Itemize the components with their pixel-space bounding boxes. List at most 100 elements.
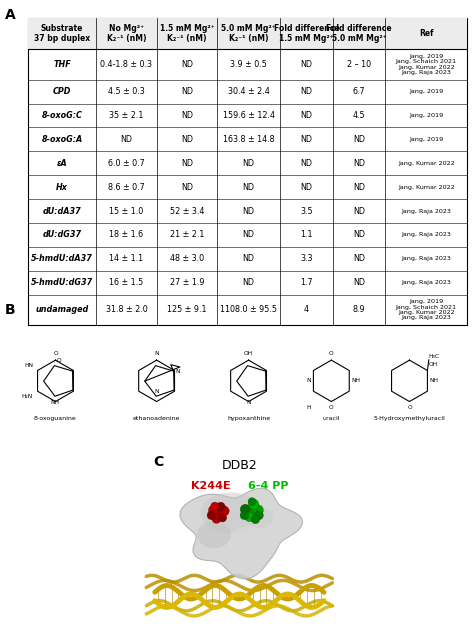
Text: H₃C: H₃C xyxy=(429,354,440,359)
Text: ND: ND xyxy=(301,87,312,96)
Text: O: O xyxy=(57,359,61,364)
Text: 8-oxoguanine: 8-oxoguanine xyxy=(34,416,77,421)
Text: ND: ND xyxy=(353,182,365,192)
Text: ND: ND xyxy=(301,159,312,168)
Text: ND: ND xyxy=(120,135,132,144)
Text: ND: ND xyxy=(243,206,255,216)
Text: 5-hmdU:dA37: 5-hmdU:dA37 xyxy=(31,254,93,264)
Text: OH: OH xyxy=(244,352,253,357)
Text: N: N xyxy=(246,400,250,405)
Text: 4.5 ± 0.3: 4.5 ± 0.3 xyxy=(108,87,145,96)
Circle shape xyxy=(216,502,225,511)
Text: NH: NH xyxy=(430,379,439,383)
Text: 0.4-1.8 ± 0.3: 0.4-1.8 ± 0.3 xyxy=(100,60,153,69)
Text: ND: ND xyxy=(353,230,365,240)
Text: undamaged: undamaged xyxy=(36,305,89,314)
Text: ND: ND xyxy=(243,230,255,240)
Text: εA: εA xyxy=(57,159,67,168)
Text: ND: ND xyxy=(181,60,193,69)
Text: ND: ND xyxy=(353,159,365,168)
Text: H: H xyxy=(307,405,311,410)
Circle shape xyxy=(240,511,249,520)
Text: ND: ND xyxy=(243,182,255,192)
Text: 125 ± 9.1: 125 ± 9.1 xyxy=(167,305,207,314)
Text: 3.5: 3.5 xyxy=(300,206,313,216)
Text: O: O xyxy=(407,405,412,410)
Text: 6-4 PP: 6-4 PP xyxy=(248,481,288,491)
Text: NH: NH xyxy=(51,400,60,405)
Text: 8.9: 8.9 xyxy=(353,305,365,314)
Ellipse shape xyxy=(246,508,273,528)
Text: 1.1: 1.1 xyxy=(301,230,313,240)
Text: 27 ± 1.9: 27 ± 1.9 xyxy=(170,278,204,287)
Text: Jang, Raja 2023: Jang, Raja 2023 xyxy=(401,209,451,214)
Text: uracil: uracil xyxy=(323,416,340,421)
Circle shape xyxy=(253,504,264,516)
Text: 3.9 ± 0.5: 3.9 ± 0.5 xyxy=(230,60,267,69)
Text: 8.6 ± 0.7: 8.6 ± 0.7 xyxy=(108,182,145,192)
Text: Ref: Ref xyxy=(419,29,433,38)
Text: 163.8 ± 14.8: 163.8 ± 14.8 xyxy=(223,135,274,144)
Text: 6.0 ± 0.7: 6.0 ± 0.7 xyxy=(108,159,145,168)
Circle shape xyxy=(245,505,257,517)
Circle shape xyxy=(240,504,250,515)
Text: N: N xyxy=(154,389,158,394)
Ellipse shape xyxy=(201,493,261,533)
Text: 4: 4 xyxy=(304,305,309,314)
Text: 1108.0 ± 95.5: 1108.0 ± 95.5 xyxy=(220,305,277,314)
Text: 30.4 ± 2.4: 30.4 ± 2.4 xyxy=(228,87,270,96)
Text: dU:dA37: dU:dA37 xyxy=(43,206,82,216)
Text: N: N xyxy=(155,352,159,357)
Text: ND: ND xyxy=(353,206,365,216)
Text: N: N xyxy=(307,379,311,383)
Text: 35 ± 2.1: 35 ± 2.1 xyxy=(109,111,144,120)
Text: ND: ND xyxy=(243,159,255,168)
Text: ND: ND xyxy=(353,254,365,264)
Circle shape xyxy=(210,502,219,511)
Text: 4.5: 4.5 xyxy=(353,111,365,120)
Text: 5-hmdU:dG37: 5-hmdU:dG37 xyxy=(31,278,93,287)
Text: Jang, 2019
Jang, Schaich 2021
Jang, Kumar 2022
Jang, Raja 2023: Jang, 2019 Jang, Schaich 2021 Jang, Kuma… xyxy=(396,54,457,75)
Text: O: O xyxy=(329,352,334,357)
Text: DDB2: DDB2 xyxy=(221,459,257,472)
Circle shape xyxy=(249,499,259,509)
Circle shape xyxy=(219,506,229,516)
Text: Jang, 2019: Jang, 2019 xyxy=(409,113,443,118)
Text: ND: ND xyxy=(301,135,312,144)
Text: HN: HN xyxy=(24,363,33,368)
Text: 31.8 ± 2.0: 31.8 ± 2.0 xyxy=(106,305,147,314)
Text: ND: ND xyxy=(181,135,193,144)
Text: Jang, Raja 2023: Jang, Raja 2023 xyxy=(401,257,451,262)
Text: O: O xyxy=(53,352,58,357)
Text: NH: NH xyxy=(352,379,361,383)
Text: ND: ND xyxy=(301,60,312,69)
Text: ND: ND xyxy=(181,182,193,192)
Text: ND: ND xyxy=(181,111,193,120)
Circle shape xyxy=(251,515,260,524)
Text: 5-Hydroxymethyluracil: 5-Hydroxymethyluracil xyxy=(374,416,446,421)
Text: ethanoadenine: ethanoadenine xyxy=(133,416,181,421)
Text: Substrate
37 bp duplex: Substrate 37 bp duplex xyxy=(34,24,90,43)
Text: Jang, Kumar 2022: Jang, Kumar 2022 xyxy=(398,161,455,166)
Circle shape xyxy=(248,498,256,506)
Text: OH: OH xyxy=(429,362,438,367)
Text: ND: ND xyxy=(353,135,365,144)
Text: 8-oxoG:A: 8-oxoG:A xyxy=(41,135,82,144)
Text: O: O xyxy=(329,405,334,410)
Bar xyxy=(28,18,467,49)
Text: Jang, 2019: Jang, 2019 xyxy=(409,137,443,142)
Text: Fold difference
1.5 mM Mg²⁺: Fold difference 1.5 mM Mg²⁺ xyxy=(274,24,339,43)
Text: 18 ± 1.6: 18 ± 1.6 xyxy=(109,230,144,240)
Circle shape xyxy=(207,511,216,520)
Text: 21 ± 2.1: 21 ± 2.1 xyxy=(170,230,204,240)
Text: ND: ND xyxy=(301,182,312,192)
Text: Hx: Hx xyxy=(56,182,68,192)
Circle shape xyxy=(209,506,218,515)
Text: 1.7: 1.7 xyxy=(300,278,313,287)
Text: ND: ND xyxy=(243,254,255,264)
Text: Fold difference
5.0 mM Mg²⁺: Fold difference 5.0 mM Mg²⁺ xyxy=(326,24,392,43)
Ellipse shape xyxy=(197,521,231,548)
Text: B: B xyxy=(5,303,16,316)
Circle shape xyxy=(214,508,225,518)
Text: ND: ND xyxy=(353,278,365,287)
